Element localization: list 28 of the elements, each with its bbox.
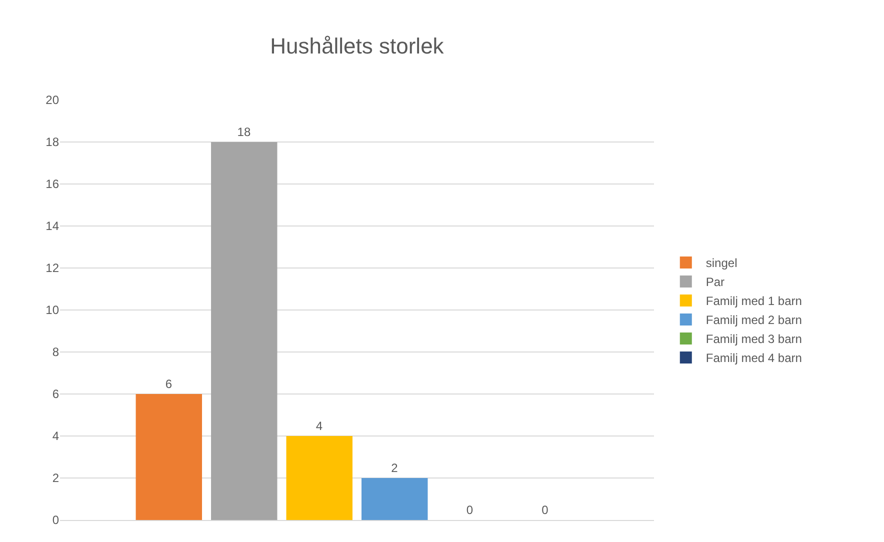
y-tick-label: 20	[46, 93, 60, 108]
y-tick-label: 2	[52, 471, 60, 486]
y-tick-label: 12	[46, 261, 60, 276]
data-label: 2	[391, 461, 398, 475]
y-tick-label: 14	[46, 219, 60, 234]
bar	[362, 478, 428, 520]
y-tick-label: 8	[52, 345, 60, 360]
data-label: 4	[316, 419, 323, 433]
data-label: 6	[165, 377, 172, 391]
legend-label: singel	[706, 256, 738, 270]
legend-label: Familj med 1 barn	[706, 294, 802, 308]
y-tick-label: 4	[52, 429, 60, 444]
legend-label: Familj med 4 barn	[706, 351, 802, 366]
y-tick-label: 10	[46, 303, 60, 318]
y-tick-label: 16	[46, 177, 60, 192]
chart-title: Hushållets storlek	[270, 33, 445, 58]
data-label: 0	[542, 503, 549, 517]
y-tick-label: 6	[52, 387, 60, 402]
bar	[211, 142, 278, 520]
data-label: 18	[237, 125, 251, 139]
bar	[286, 436, 352, 520]
y-tick-label: 18	[46, 135, 60, 150]
legend-label: Familj med 3 barn	[706, 332, 802, 346]
legend-label: Familj med 2 barn	[706, 313, 802, 328]
y-tick-label: 0	[52, 513, 60, 528]
bar	[136, 394, 202, 520]
data-label: 0	[466, 503, 474, 517]
legend-label: Par	[706, 275, 725, 290]
